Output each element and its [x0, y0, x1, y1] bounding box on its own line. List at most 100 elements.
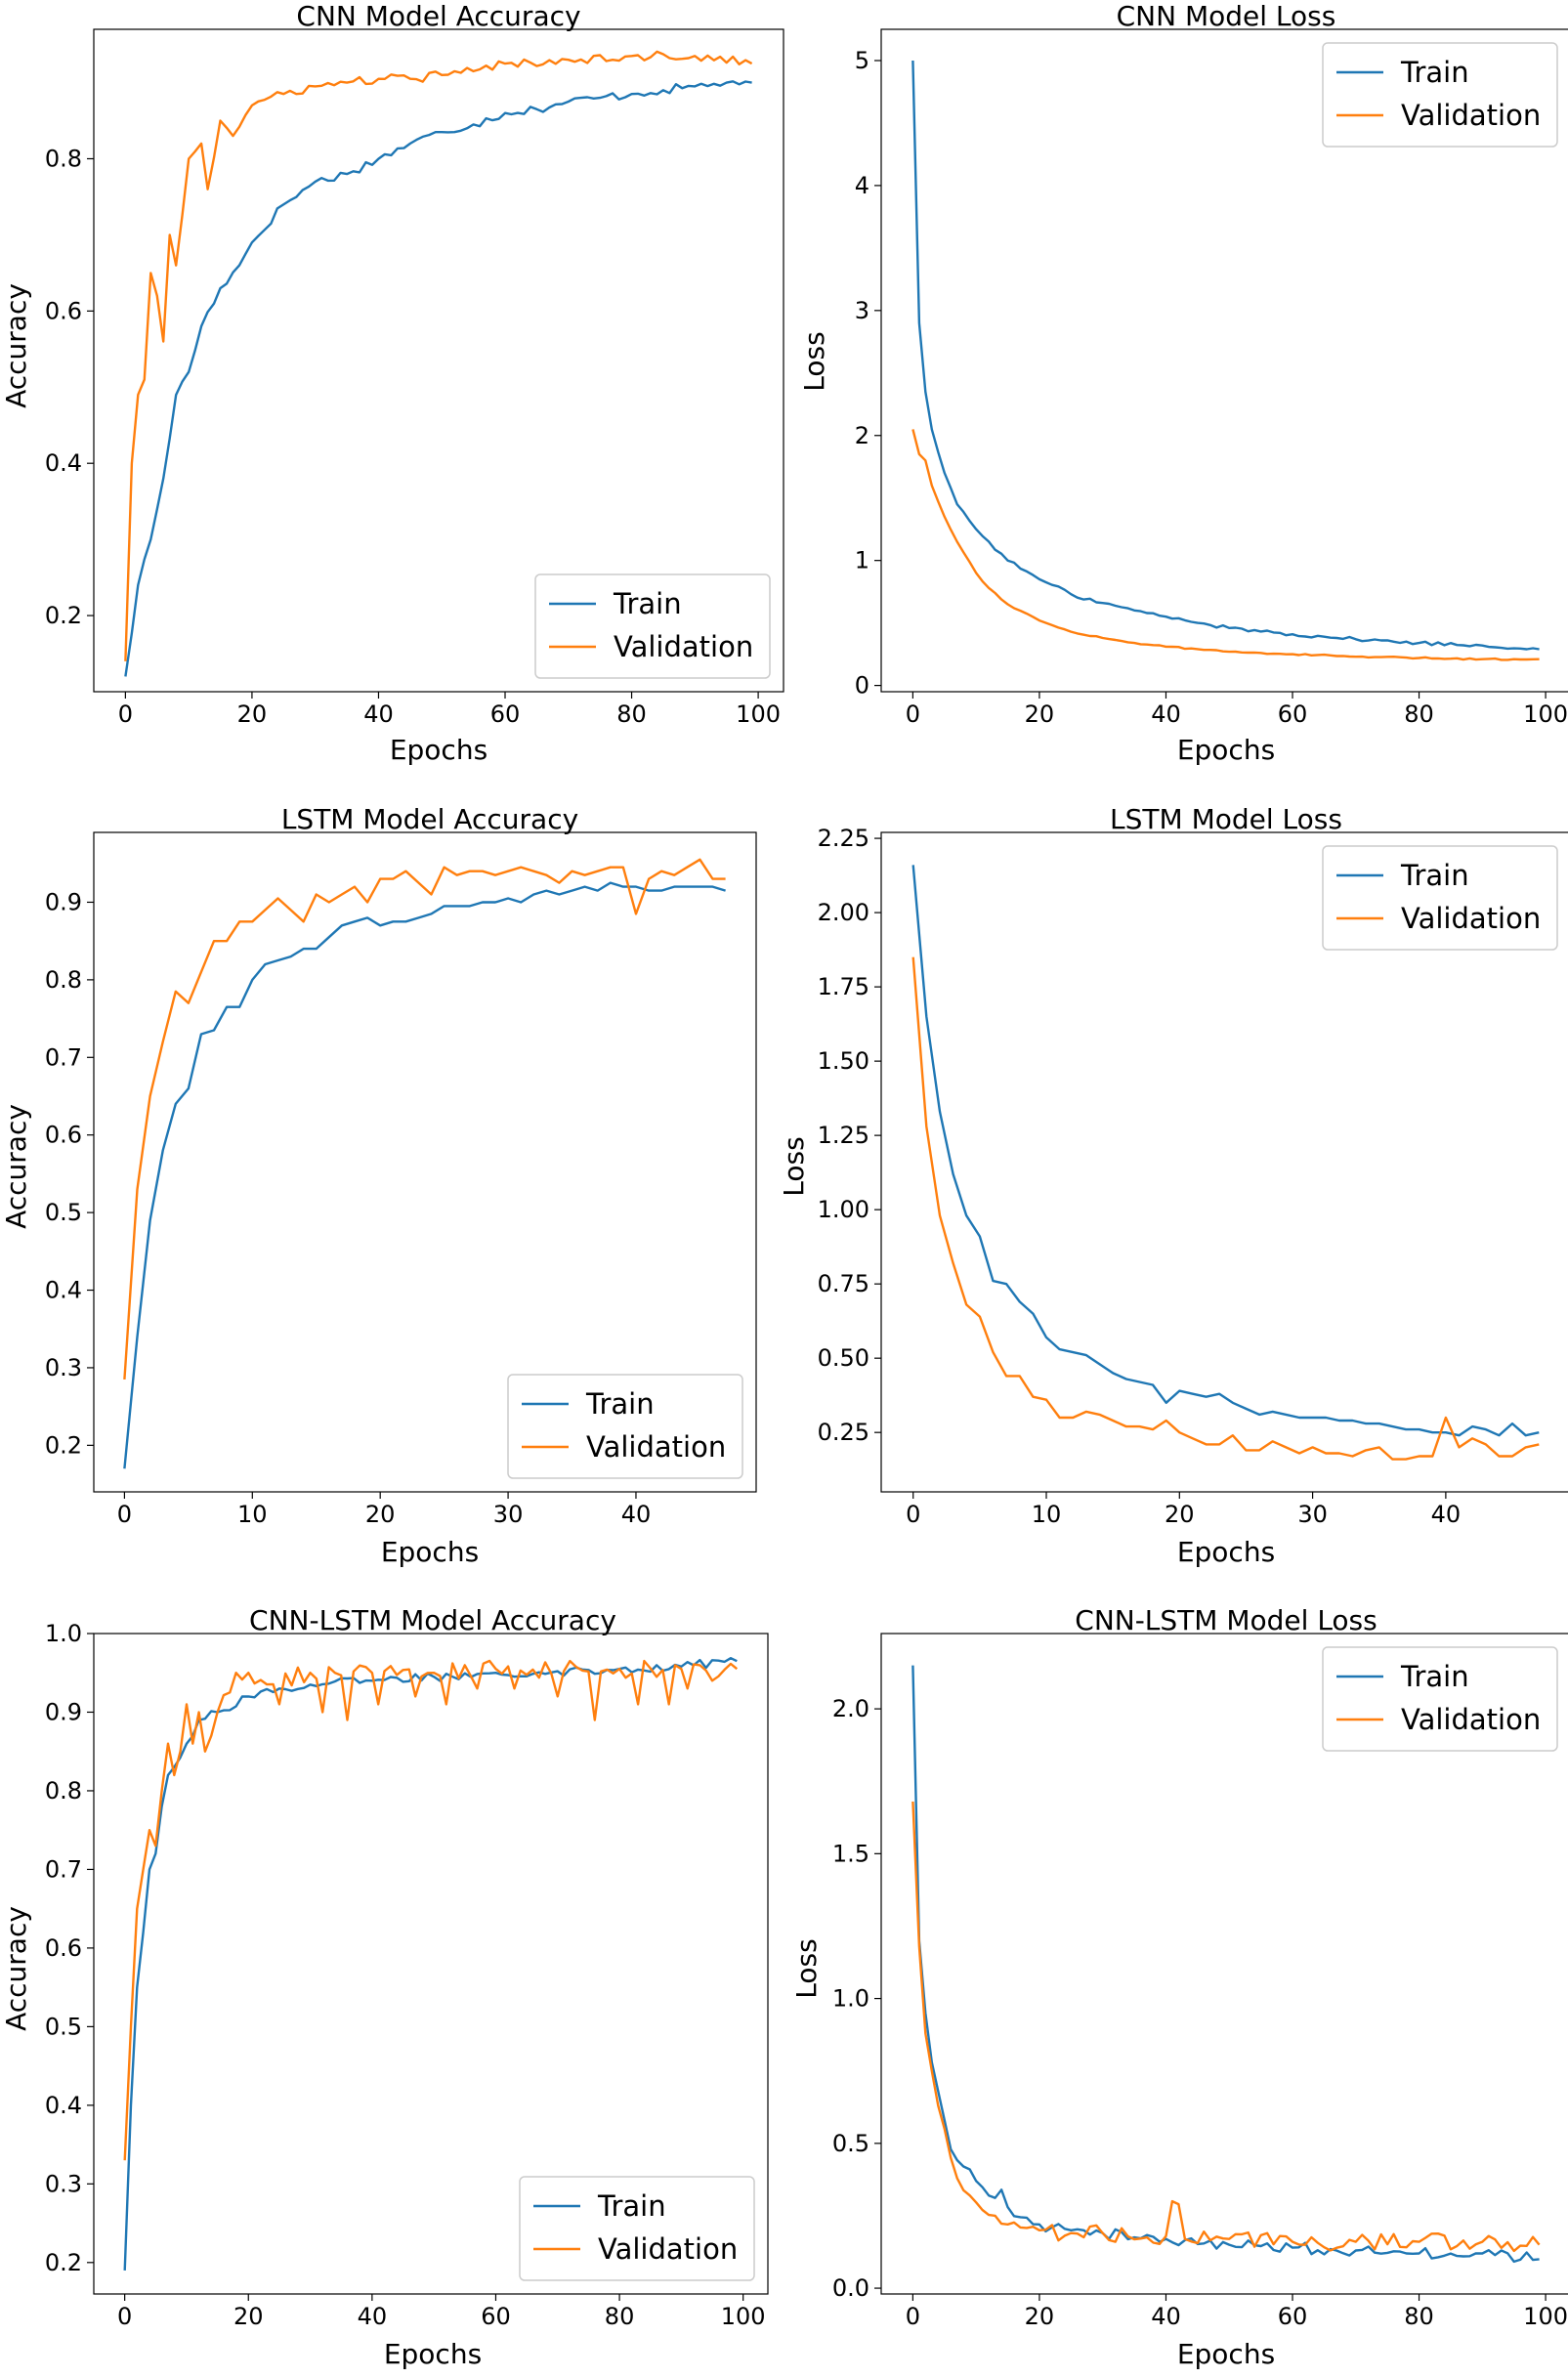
x-tick-label: 80 [1404, 2303, 1434, 2330]
y-tick-label: 0.4 [45, 1277, 82, 1304]
y-tick-label: 0.5 [45, 2013, 82, 2040]
x-tick-label: 100 [736, 701, 781, 728]
y-tick-label: 0.4 [45, 2092, 82, 2119]
legend-label-validation: Validation [598, 2232, 738, 2266]
y-tick-label: 1.75 [818, 973, 869, 1000]
chart-cnn-accuracy: CNN Model Accuracy Accuracy Epochs 0 20 40… [0, 0, 784, 766]
x-tick-label: 0 [117, 2303, 132, 2330]
series-line-validation [123, 1659, 739, 2161]
y-tick-label: 0.6 [45, 1934, 82, 1962]
x-ticks: 0 10 20 30 40 [906, 1492, 1461, 1528]
legend-label-train: Train [1400, 859, 1469, 892]
legend-box [534, 573, 771, 679]
chart-title: LSTM Model Loss [1110, 803, 1342, 835]
x-ticks: 0 20 40 60 80 100 [118, 692, 781, 728]
legend-label-validation: Validation [1401, 99, 1541, 132]
y-ticks: 0.2 0.3 0.4 0.5 0.6 0.7 0.8 0.9 1.0 [45, 1620, 94, 2276]
series-line-train [123, 1656, 738, 2271]
y-ticks: 0.2 0.4 0.6 0.8 [45, 145, 94, 629]
plot-area: 0 20 40 60 80 100 0.0 0.5 1.0 1.5 2.0 [832, 1633, 1568, 2330]
y-tick-label: 0.0 [832, 2274, 869, 2302]
chart-title: CNN-LSTM Model Accuracy [249, 1604, 616, 1636]
y-tick-label: 2.25 [818, 825, 869, 852]
y-axis-label: Accuracy [0, 1906, 32, 2031]
y-tick-label: 5 [855, 47, 869, 74]
y-axis-label: Loss [798, 331, 830, 391]
series-line-validation [911, 429, 1540, 661]
chart-cnn-lstm-accuracy: CNN-LSTM Model Accuracy Accuracy Epochs … [0, 1604, 769, 2370]
x-tick-label: 60 [1278, 2303, 1308, 2330]
x-tick-label: 40 [358, 2303, 388, 2330]
chart-title: LSTM Model Accuracy [281, 803, 578, 835]
legend-label-validation: Validation [1401, 902, 1541, 935]
legend: Train Validation [534, 573, 771, 679]
x-tick-label: 0 [906, 701, 920, 728]
legend-box [1322, 845, 1558, 951]
plot-frame [93, 28, 784, 693]
plot-area: 0 10 20 30 40 0.2 0.3 0.4 0.5 0.6 0.7 0.8 0.9 [45, 831, 757, 1528]
series-line-validation [123, 858, 726, 1380]
y-tick-label: 1.50 [818, 1047, 869, 1075]
y-tick-label: 0.2 [45, 1431, 82, 1459]
x-tick-label: 20 [1165, 1501, 1195, 1528]
series-line-train [911, 60, 1540, 651]
x-axis-label: Epochs [381, 1536, 479, 1568]
y-tick-label: 0.50 [818, 1344, 869, 1372]
x-tick-label: 40 [363, 701, 394, 728]
plot-area: 0 20 40 60 80 100 0.2 0.4 0.6 0.8 [45, 28, 784, 728]
chart-cnn-lstm-loss: CNN-LSTM Model Loss Loss Epochs 0 20 40 60 8… [790, 1604, 1568, 2370]
y-tick-label: 0.8 [45, 145, 82, 172]
x-axis-label: Epochs [384, 2338, 482, 2370]
x-tick-label: 60 [1278, 701, 1308, 728]
y-tick-label: 0.9 [45, 1698, 82, 1725]
y-tick-label: 1.25 [818, 1122, 869, 1149]
y-tick-label: 2.0 [832, 1695, 869, 1722]
y-tick-label: 0.3 [45, 1354, 82, 1381]
y-ticks: 0 1 2 3 4 5 [855, 47, 881, 700]
x-axis-label: Epochs [1177, 1536, 1275, 1568]
series-line-train [911, 865, 1540, 1437]
y-tick-label: 0.5 [45, 1199, 82, 1226]
y-tick-label: 1.5 [832, 1840, 869, 1867]
y-tick-label: 0 [855, 672, 869, 700]
chart-cnn-loss: CNN Model Loss Loss Epochs 0 20 40 60 80 100 … [798, 0, 1568, 766]
y-tick-label: 0.25 [818, 1419, 869, 1446]
y-tick-label: 0.4 [45, 449, 82, 477]
y-tick-label: 0.6 [45, 297, 82, 324]
plot-frame [93, 831, 757, 1493]
x-tick-label: 80 [605, 2303, 635, 2330]
x-tick-label: 20 [1025, 2303, 1055, 2330]
x-ticks: 0 10 20 30 40 [117, 1492, 651, 1528]
y-tick-label: 1.00 [818, 1196, 869, 1223]
y-tick-label: 0.3 [45, 2170, 82, 2197]
x-axis-label: Epochs [1177, 2338, 1275, 2370]
y-tick-label: 2 [855, 422, 869, 449]
legend-box [1322, 42, 1558, 148]
legend-label-train: Train [1400, 1660, 1469, 1693]
plot-area: 0 20 40 60 80 100 0 1 2 3 4 5 [855, 28, 1568, 728]
legend-label-validation: Validation [586, 1430, 726, 1464]
y-ticks: 0.0 0.5 1.0 1.5 2.0 [832, 1695, 881, 2302]
plot-area: 0 20 40 60 80 100 0.2 0.3 0.4 0.5 0.6 0.7 0.8 0.9 1.0 [45, 1620, 769, 2330]
x-tick-label: 60 [481, 2303, 511, 2330]
x-tick-label: 0 [117, 1501, 132, 1528]
y-tick-label: 0.2 [45, 602, 82, 629]
legend: Train Validation [1322, 42, 1558, 148]
legend-label-train: Train [1400, 56, 1469, 89]
y-tick-label: 4 [855, 172, 869, 199]
series-lines [123, 1656, 739, 2271]
x-tick-label: 10 [1032, 1501, 1062, 1528]
legend-label-validation: Validation [614, 630, 753, 663]
series-line-train [911, 1665, 1540, 2264]
series-line-validation [911, 1801, 1541, 2253]
y-tick-label: 2.00 [818, 899, 869, 926]
x-tick-label: 80 [1404, 701, 1434, 728]
chart-title: CNN-LSTM Model Loss [1075, 1604, 1377, 1636]
x-tick-label: 20 [233, 2303, 264, 2330]
x-axis-label: Epochs [390, 734, 487, 766]
x-tick-label: 0 [906, 2303, 920, 2330]
x-tick-label: 10 [237, 1501, 268, 1528]
series-lines [911, 1665, 1541, 2264]
series-line-validation [911, 956, 1540, 1461]
legend-box [519, 2176, 755, 2281]
